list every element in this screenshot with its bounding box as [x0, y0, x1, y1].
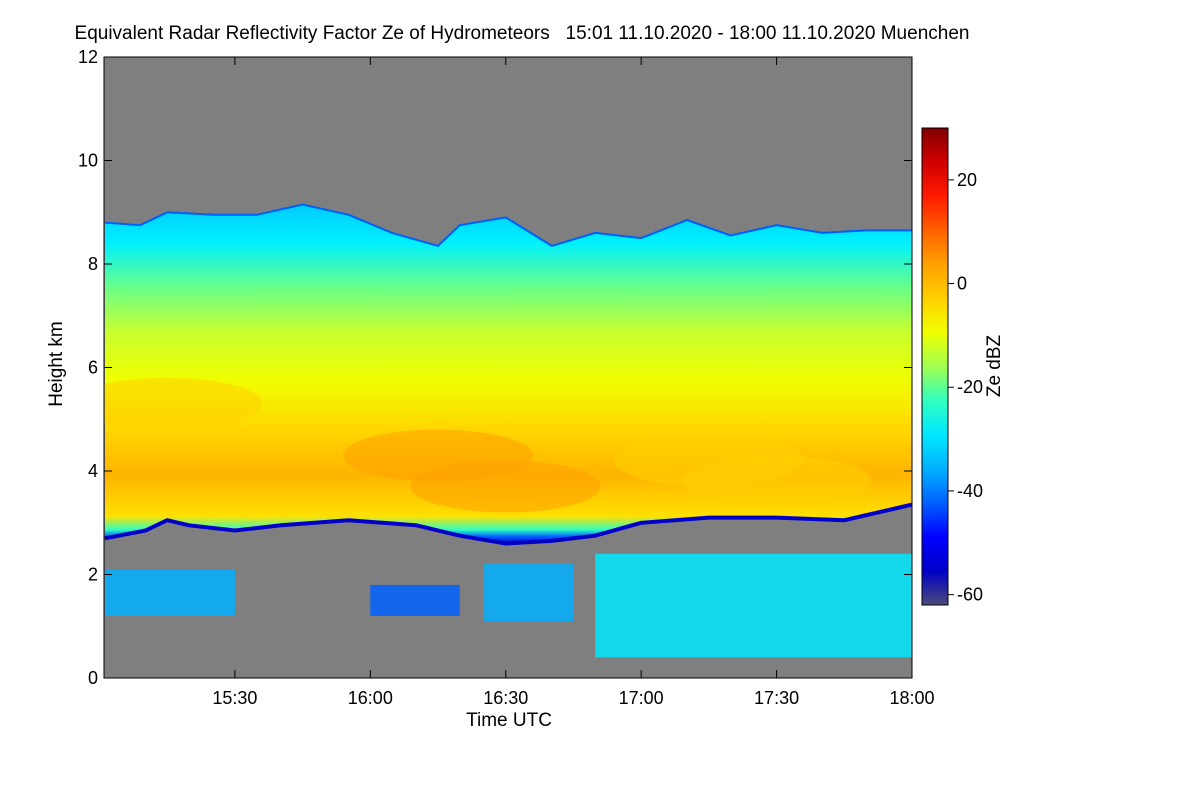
x-axis-label: Time UTC [466, 710, 552, 731]
y-tick-label: 2 [88, 565, 98, 585]
y-tick-label: 8 [88, 254, 98, 274]
low-echo [104, 569, 235, 616]
colorbar-ticks: -60 -40 -20 0 20 [948, 170, 983, 605]
reflectivity-layers [104, 203, 912, 658]
colorbar-tick-label: 20 [957, 170, 977, 190]
x-tick-label: 15:30 [212, 688, 257, 708]
x-tick-label: 18:00 [889, 688, 934, 708]
x-tick-label: 17:30 [754, 688, 799, 708]
x-tick-label: 16:30 [483, 688, 528, 708]
reflectivity-core [410, 460, 601, 513]
y-tick-label: 0 [88, 668, 98, 688]
colorbar-tick-label: -20 [957, 377, 983, 397]
cloud-top-edge [104, 203, 912, 248]
low-echo [484, 564, 574, 621]
y-tick-label: 12 [78, 47, 98, 67]
y-axis-label: Height km [46, 321, 67, 407]
y-tick-label: 10 [78, 151, 98, 171]
colorbar-label: Ze dBZ [984, 334, 1005, 397]
colorbar [921, 127, 949, 606]
cloud-base-edge [104, 502, 912, 546]
y-tick-label: 6 [88, 358, 98, 378]
low-echo [595, 553, 912, 658]
reflectivity-core [104, 377, 263, 430]
low-echo [370, 584, 460, 616]
colorbar-tick-label: 0 [957, 274, 967, 294]
colorbar-tick-label: -60 [957, 585, 983, 605]
colorbar-tick-label: -40 [957, 481, 983, 501]
x-tick-label: 17:00 [619, 688, 664, 708]
y-tick-label: 4 [88, 461, 98, 481]
x-axis: 15:30 16:00 16:30 17:00 17:30 18:00 [212, 57, 935, 708]
reflectivity-core [681, 455, 872, 508]
x-tick-label: 16:00 [348, 688, 393, 708]
chart-title: Equivalent Radar Reflectivity Factor Ze … [75, 23, 970, 44]
y-axis: 0 2 4 6 8 10 12 [78, 47, 912, 688]
